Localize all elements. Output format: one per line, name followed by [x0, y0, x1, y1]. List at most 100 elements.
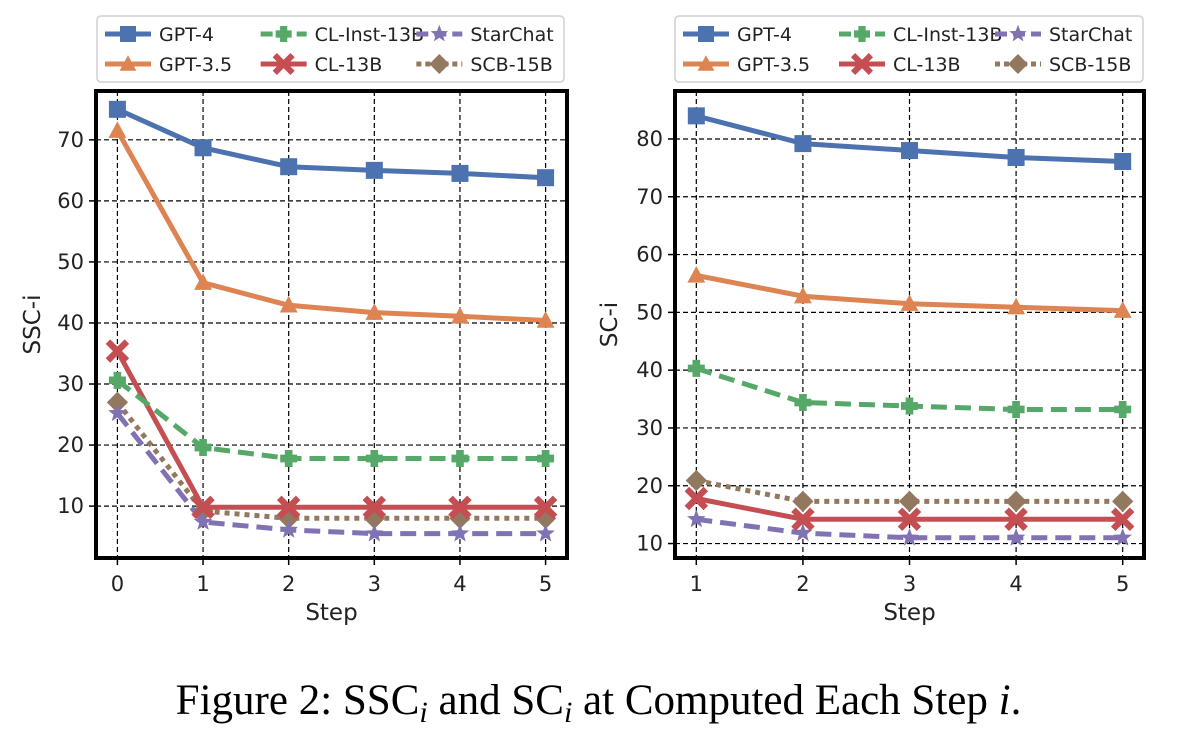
- data-point-cl-inst-13b: [794, 394, 812, 412]
- series-line-cl-13b: [115, 349, 546, 510]
- x-tick-label: 1: [196, 572, 209, 596]
- series-cl-inst-13b: [687, 359, 1132, 418]
- x-tick-label: 5: [1116, 572, 1129, 596]
- data-point-cl-13b-stroke-b: [362, 495, 387, 520]
- legend-marker: [698, 26, 714, 42]
- data-point-starchat: [108, 403, 127, 422]
- legend-item-cl-inst-13b: CL-Inst-13B: [839, 24, 1002, 46]
- legend-marker-stroke-b: [850, 52, 874, 76]
- data-point-cl-13b: [1004, 507, 1028, 532]
- y-tick-label: 50: [57, 250, 84, 274]
- data-point-cl-inst-13b: [901, 397, 918, 415]
- y-tick-label: 60: [636, 243, 663, 267]
- x-tick-label: 3: [903, 572, 916, 596]
- data-point-cl-13b: [105, 339, 130, 363]
- series-line-scb-15b: [695, 478, 1123, 504]
- figure-caption: Figure 2: SSCi and SCi at Computed Each …: [175, 677, 1022, 729]
- series-starchat: [687, 509, 1132, 546]
- legend-label: SCB-15B: [470, 54, 552, 76]
- data-point-cl-13b-stroke-b: [105, 339, 130, 363]
- x-axis-label: Step: [883, 600, 935, 626]
- data-point-cl-13b-stroke-b: [791, 507, 815, 532]
- legend-item-scb-15b: SCB-15B: [416, 54, 553, 76]
- series-line-starchat: [115, 411, 546, 537]
- series-starchat: [108, 403, 555, 542]
- data-point-cl-13b: [1110, 507, 1135, 532]
- data-point-gpt-3-5: [793, 286, 812, 304]
- x-tick-label: 5: [539, 572, 552, 596]
- data-point-gpt-3-5: [365, 303, 384, 320]
- data-point-gpt-3-5: [900, 294, 919, 311]
- data-point-gpt-4: [194, 139, 212, 157]
- data-point-cl-13b-stroke-b: [448, 495, 472, 520]
- data-point-gpt-4: [1114, 153, 1132, 171]
- legend-marker: [430, 24, 449, 42]
- legend-label: CL-Inst-13B: [893, 24, 1002, 46]
- y-tick-label: 70: [57, 128, 84, 152]
- data-point-cl-13b-stroke-b: [684, 486, 709, 511]
- data-point-cl-inst-13b: [687, 359, 705, 377]
- y-axis-label: SSC-i: [20, 295, 46, 355]
- y-tick-label: 80: [636, 127, 663, 151]
- x-tick-label: 4: [453, 572, 466, 596]
- legend-item-gpt-4: GPT-4: [683, 24, 792, 46]
- data-point-cl-13b: [276, 495, 301, 520]
- ticks: 0 1 2 3 4 5 10 20 30 40 50 60 70: [57, 128, 552, 596]
- data-point-gpt-4: [280, 158, 298, 176]
- data-point-starchat: [1006, 528, 1026, 546]
- data-point-cl-13b-stroke-b: [191, 495, 215, 520]
- data-point-cl-13b-stroke-b: [1004, 507, 1028, 532]
- y-tick-label: 30: [636, 416, 663, 440]
- data-point-gpt-3-5: [687, 266, 706, 283]
- legend-label: GPT-4: [159, 24, 214, 46]
- legend-label: GPT-4: [737, 24, 792, 46]
- data-point-cl-13b: [791, 507, 815, 532]
- data-point-gpt-4: [108, 100, 126, 118]
- series: [105, 100, 558, 542]
- legend-label: StarChat: [1049, 24, 1132, 46]
- series-line-gpt-4: [116, 107, 546, 181]
- legend-marker: [272, 52, 295, 76]
- data-point-cl-inst-13b: [108, 371, 126, 389]
- legend-label: GPT-3.5: [159, 54, 232, 76]
- data-point-scb-15b: [898, 490, 921, 512]
- data-point-starchat: [279, 520, 298, 538]
- legend-marker: [429, 54, 450, 74]
- legend-item-cl-inst-13b: CL-Inst-13B: [260, 24, 424, 46]
- legend: GPT-4 GPT-3.5 CL-Inst-13B CL-13B StarChat SCB…: [96, 15, 565, 83]
- plot-frame: [94, 89, 569, 560]
- data-point-starchat: [365, 523, 384, 542]
- y-tick-label: 20: [57, 433, 84, 457]
- data-point-starchat: [193, 512, 213, 530]
- data-point-starchat: [900, 528, 919, 546]
- x-tick-label: 2: [282, 572, 295, 596]
- data-point-cl-13b-stroke-b: [533, 495, 558, 520]
- data-point-starchat: [793, 523, 813, 542]
- data-point-gpt-3-5: [1113, 301, 1132, 318]
- legend-marker-stroke-b: [272, 52, 295, 76]
- data-point-cl-inst-13b: [194, 439, 212, 457]
- legend-item-starchat: StarChat: [416, 24, 554, 46]
- data-point-gpt-3-5: [1007, 297, 1026, 315]
- data-point-scb-15b: [1112, 490, 1134, 512]
- y-tick-label: 40: [636, 358, 663, 382]
- legend-item-cl-13b: CL-13B: [260, 52, 382, 76]
- data-point-cl-inst-13b: [537, 449, 555, 467]
- series-gpt-3-5: [687, 266, 1132, 318]
- x-tick-label: 0: [111, 572, 124, 596]
- series-gpt-4: [108, 100, 555, 187]
- data-point-cl-13b-stroke-b: [276, 495, 301, 520]
- legend-item-gpt-3-5: GPT-3.5: [683, 54, 810, 76]
- series: [684, 107, 1135, 546]
- y-tick-label: 30: [57, 372, 84, 396]
- grid: [96, 91, 567, 558]
- sc-chart: 1 2 3 4 5 10 20 30 40 50 60 70 80 Step SC-i GPT-4 GPT-3.…: [597, 15, 1146, 626]
- data-point-starchat: [1113, 528, 1132, 546]
- data-point-cl-13b: [684, 486, 709, 511]
- data-point-starchat: [450, 523, 470, 542]
- data-point-starchat: [536, 523, 555, 542]
- data-point-gpt-4: [1007, 148, 1025, 166]
- legend-label: CL-Inst-13B: [315, 24, 424, 46]
- series-line-gpt-3-5: [115, 129, 546, 323]
